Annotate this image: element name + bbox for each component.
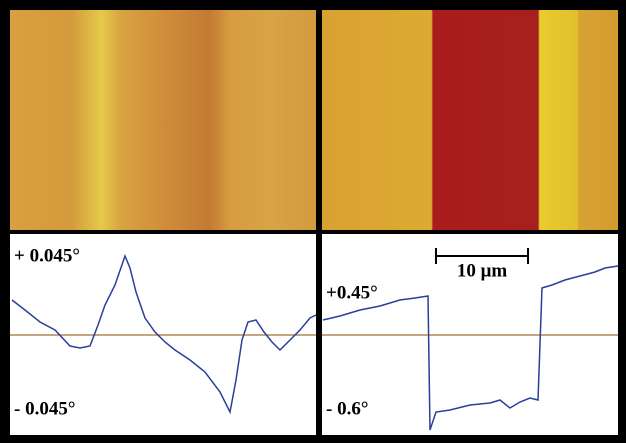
upper-label: +0.45° bbox=[326, 282, 378, 303]
profile-right bbox=[322, 265, 619, 431]
scale-bar-label: 10 μm bbox=[457, 260, 508, 281]
profile-left bbox=[11, 253, 317, 415]
image-right bbox=[322, 10, 618, 230]
lower-label: - 0.6° bbox=[326, 398, 368, 419]
upper-label: + 0.045° bbox=[14, 245, 80, 266]
image-left bbox=[10, 10, 316, 230]
lower-label: - 0.045° bbox=[14, 398, 75, 419]
